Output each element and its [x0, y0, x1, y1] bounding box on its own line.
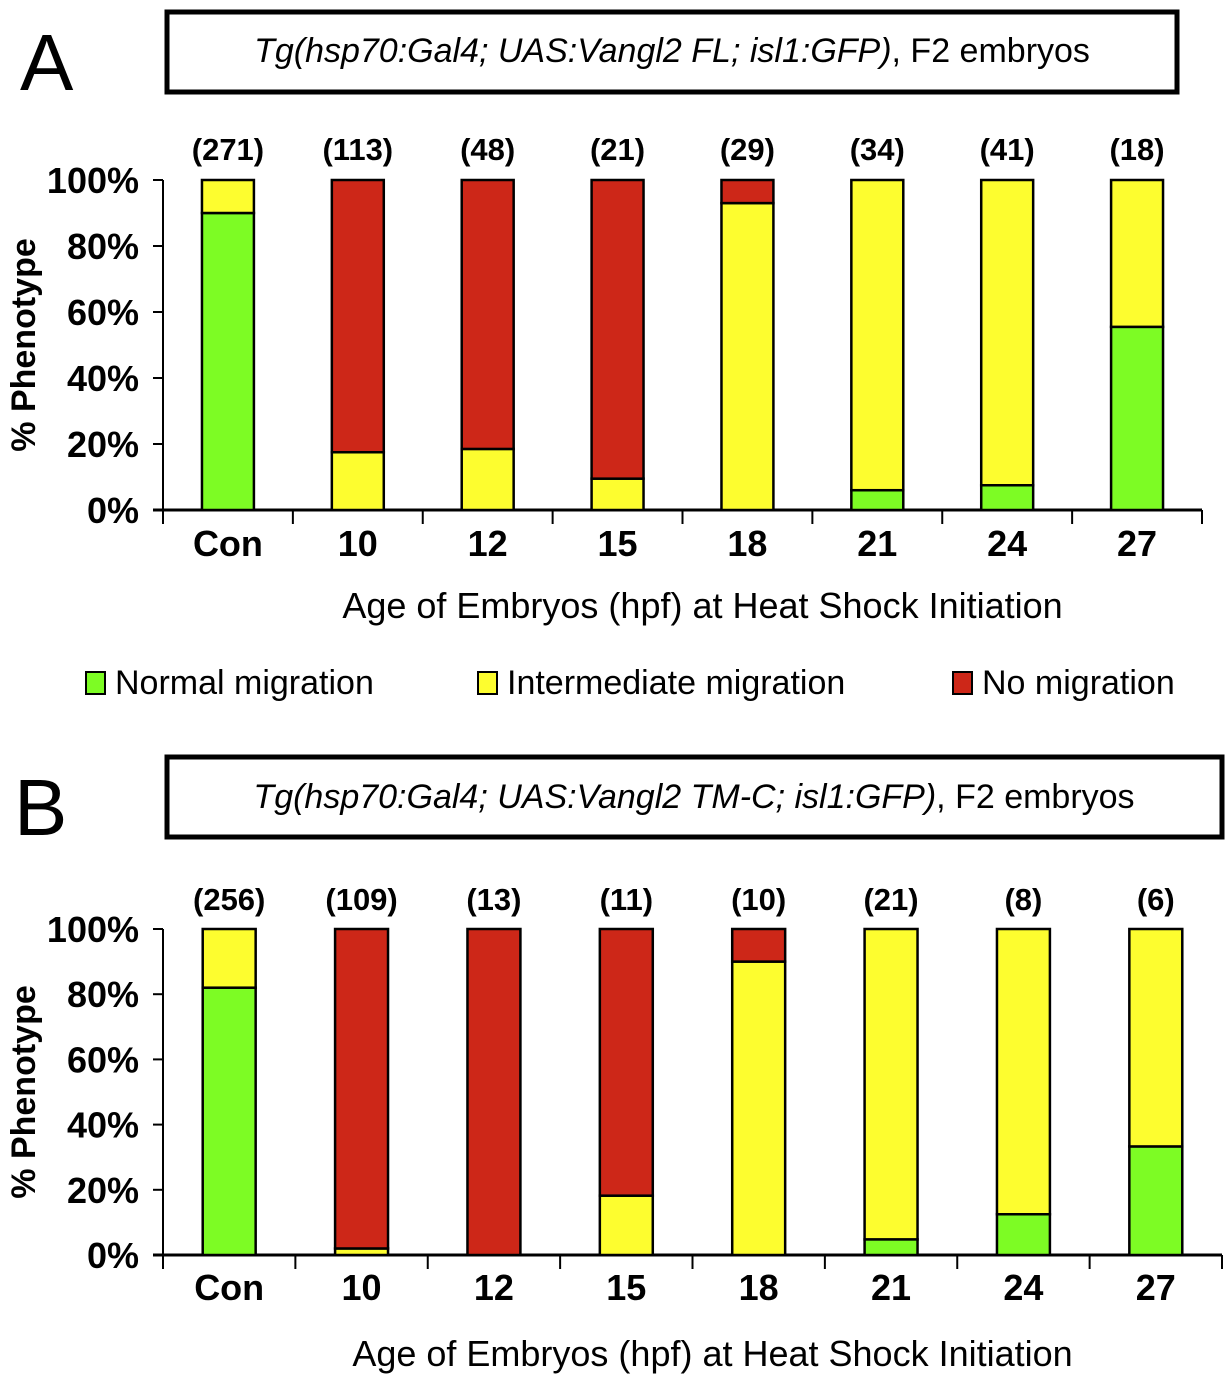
- bar-segment-intermediate: [590, 477, 645, 512]
- bar-segment-normal: [995, 1213, 1052, 1257]
- y-axis-label: % Phenotype: [5, 238, 43, 451]
- x-tick-label: Con: [193, 523, 263, 564]
- legend-label: Intermediate migration: [507, 664, 845, 702]
- bar-segment-intermediate: [979, 178, 1035, 487]
- title-genotype: Tg(hsp70:Gal4; UAS:Vangl2 TM-C; isl1:GFP…: [253, 778, 936, 816]
- y-tick-label: 100%: [47, 909, 139, 950]
- panel-letter: A: [20, 18, 74, 107]
- x-tick-label: 27: [1117, 523, 1157, 564]
- bar-segment-normal: [863, 1238, 919, 1257]
- legend: Normal migration Intermediate migration No…: [85, 664, 1175, 702]
- x-tick-label: 15: [606, 1267, 646, 1308]
- bar-segment-intermediate: [995, 927, 1052, 1216]
- title-genotype: Tg(hsp70:Gal4; UAS:Vangl2 FL; isl1:GFP): [254, 32, 891, 70]
- legend-swatch-intermediate: [477, 671, 498, 695]
- title-generation: , F2 embryos: [892, 32, 1090, 70]
- title-box: [164, 9, 1180, 95]
- x-tick-label: 18: [727, 523, 767, 564]
- bar-segment-none: [466, 927, 522, 1257]
- x-tick-label: 15: [598, 523, 638, 564]
- title-generation: , F2 embryos: [936, 778, 1134, 816]
- x-tick-label: Con: [194, 1267, 264, 1308]
- sample-size-label: (271): [192, 132, 264, 167]
- sample-size-label: (8): [1004, 882, 1042, 917]
- x-axis-label: Age of Embryos (hpf) at Heat Shock Initi…: [352, 1333, 1072, 1374]
- x-tick-label: 27: [1136, 1267, 1176, 1308]
- bar-segment-normal: [200, 211, 256, 512]
- sample-size-label: (109): [325, 882, 397, 917]
- sample-size-label: (113): [322, 132, 393, 167]
- y-tick-label: 60%: [67, 292, 139, 333]
- bar-segment-none: [720, 178, 775, 205]
- x-axis-label: Age of Embryos (hpf) at Heat Shock Initi…: [342, 585, 1062, 626]
- y-tick-label: 80%: [67, 974, 139, 1015]
- chart-title: Tg(hsp70:Gal4; UAS:Vangl2 TM-C; isl1:GFP…: [253, 778, 1134, 816]
- legend-swatch-normal: [85, 671, 106, 695]
- sample-size-label: (21): [863, 882, 918, 917]
- bar-segment-none: [333, 927, 390, 1250]
- sample-size-label: (256): [193, 882, 265, 917]
- sample-size-label: (13): [466, 882, 521, 917]
- chart-panel-b: B Tg(hsp70:Gal4; UAS:Vangl2 TM-C; isl1:GF…: [5, 754, 1225, 1374]
- bar-segment-intermediate: [730, 960, 787, 1257]
- panel-letter: B: [14, 763, 67, 852]
- bar-segment-normal: [1128, 1145, 1184, 1257]
- legend-label: Normal migration: [115, 664, 374, 702]
- y-tick-label: 80%: [67, 226, 139, 267]
- bar-segment-normal: [201, 986, 257, 1257]
- y-tick-label: 0%: [87, 1235, 139, 1276]
- bar-segment-intermediate: [850, 178, 905, 492]
- y-tick-label: 20%: [67, 424, 139, 465]
- bar-segment-normal: [850, 488, 905, 512]
- sample-size-label: (41): [980, 132, 1035, 167]
- bar-segment-intermediate: [1128, 927, 1184, 1148]
- chart-title: Tg(hsp70:Gal4; UAS:Vangl2 FL; isl1:GFP),…: [254, 32, 1090, 70]
- bar-segment-none: [330, 178, 386, 454]
- sample-size-label: (21): [590, 132, 645, 167]
- y-tick-label: 60%: [67, 1039, 139, 1080]
- x-tick-label: 21: [871, 1267, 911, 1308]
- chart-panel-a: A Tg(hsp70:Gal4; UAS:Vangl2 FL; isl1:GFP)…: [5, 9, 1203, 626]
- x-tick-label: 10: [342, 1267, 382, 1308]
- sample-size-label: (48): [460, 132, 515, 167]
- bar-segment-normal: [1109, 325, 1165, 512]
- bar-segment-intermediate: [1109, 178, 1165, 329]
- bar-segment-intermediate: [720, 201, 775, 512]
- sample-size-label: (29): [720, 132, 775, 167]
- x-tick-label: 21: [857, 523, 897, 564]
- x-tick-label: 12: [474, 1267, 514, 1308]
- x-tick-label: 24: [987, 523, 1027, 564]
- sample-size-label: (11): [600, 882, 653, 917]
- bar-segment-none: [598, 927, 655, 1197]
- bar-segment-none: [590, 178, 645, 480]
- bar-segment-none: [460, 178, 515, 451]
- bar-segment-intermediate: [598, 1194, 655, 1257]
- bar-segment-intermediate: [200, 178, 256, 215]
- bar-segment-none: [730, 927, 787, 963]
- bar-segment-intermediate: [201, 927, 257, 989]
- bar-segment-intermediate: [330, 451, 386, 512]
- sample-size-label: (6): [1137, 882, 1175, 917]
- legend-label: No migration: [982, 664, 1175, 702]
- x-tick-label: 12: [468, 523, 508, 564]
- x-tick-label: 18: [739, 1267, 779, 1308]
- sample-size-label: (18): [1109, 132, 1164, 167]
- y-tick-label: 100%: [47, 160, 139, 201]
- legend-swatch-none: [952, 671, 973, 695]
- bar-segment-intermediate: [460, 447, 515, 512]
- bar-segment-normal: [979, 484, 1035, 512]
- x-tick-label: 10: [338, 523, 378, 564]
- y-tick-label: 20%: [67, 1170, 139, 1211]
- y-tick-label: 40%: [67, 358, 139, 399]
- sample-size-label: (34): [850, 132, 905, 167]
- y-axis-label: % Phenotype: [5, 985, 43, 1198]
- bar-segment-intermediate: [863, 927, 919, 1241]
- sample-size-label: (10): [731, 882, 786, 917]
- title-box: [164, 754, 1225, 840]
- x-tick-label: 24: [1003, 1267, 1043, 1308]
- y-tick-label: 0%: [87, 490, 139, 531]
- y-tick-label: 40%: [67, 1105, 139, 1146]
